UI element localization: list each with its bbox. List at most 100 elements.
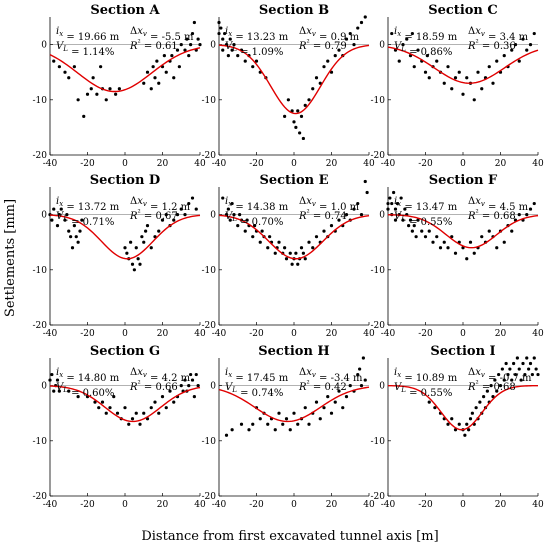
data-point xyxy=(453,251,458,255)
x-tick-label: 20 xyxy=(495,500,507,510)
data-point xyxy=(185,37,189,41)
x-tick-label: 40 xyxy=(532,159,544,169)
x-tick-label: -40 xyxy=(43,500,58,510)
data-point xyxy=(397,59,401,63)
data-point xyxy=(298,131,302,135)
data-point xyxy=(114,92,118,96)
data-point xyxy=(72,224,76,228)
y-tick-label: 0 xyxy=(41,41,47,51)
annotation-ix: ix = 13.23 m xyxy=(225,26,289,43)
data-point xyxy=(296,109,300,113)
x-tick-label: 40 xyxy=(532,500,544,510)
data-point xyxy=(108,406,112,410)
fit-curve xyxy=(387,384,539,431)
x-tick-label: 0 xyxy=(122,329,128,339)
data-point xyxy=(247,428,251,432)
y-tick-label: -20 xyxy=(202,321,217,331)
data-point xyxy=(318,81,322,85)
data-point xyxy=(217,20,221,25)
data-point xyxy=(172,400,176,404)
data-point xyxy=(157,229,161,233)
data-point xyxy=(277,240,281,244)
x-tick-label: -40 xyxy=(212,500,227,510)
fit-curve xyxy=(387,214,539,249)
data-point xyxy=(438,246,443,250)
data-point xyxy=(108,87,112,91)
data-point xyxy=(228,218,232,222)
data-point xyxy=(74,235,78,239)
fit-curve xyxy=(387,46,539,84)
data-point xyxy=(388,196,392,200)
annotation-dx: Δxv = 1.2 m xyxy=(130,196,191,213)
data-point xyxy=(299,246,304,250)
data-point xyxy=(311,87,315,91)
data-point xyxy=(221,48,225,52)
data-point xyxy=(363,179,367,184)
data-point xyxy=(480,235,484,239)
data-point xyxy=(296,422,300,426)
data-point xyxy=(303,103,307,107)
data-point xyxy=(93,400,97,404)
data-point xyxy=(145,70,150,74)
x-tick-label: 0 xyxy=(460,500,466,510)
data-point xyxy=(352,43,356,47)
data-point xyxy=(130,417,135,421)
data-point xyxy=(512,361,516,366)
data-point xyxy=(100,400,105,404)
data-point xyxy=(292,120,296,124)
x-tick-label: -20 xyxy=(418,329,433,339)
panel-title: Section I xyxy=(430,344,495,359)
data-point xyxy=(403,207,407,211)
data-point xyxy=(292,411,296,415)
data-point xyxy=(502,378,506,382)
annotation-vl: VL = 0.86% xyxy=(394,41,452,58)
annotation-vl: VL = 0.55% xyxy=(394,382,452,399)
annotation-vl: VL = 0.70% xyxy=(225,211,283,228)
data-point xyxy=(359,213,364,217)
data-point xyxy=(183,213,187,217)
data-point xyxy=(160,395,165,399)
fit-curve xyxy=(49,47,201,93)
y-tick-label: 0 xyxy=(379,41,385,51)
data-point xyxy=(170,54,174,58)
x-tick-label: 0 xyxy=(460,329,466,339)
data-point xyxy=(251,65,255,69)
data-point xyxy=(162,54,166,58)
data-point xyxy=(527,367,531,371)
data-point xyxy=(134,411,138,415)
data-point xyxy=(329,411,334,415)
data-point xyxy=(78,229,82,233)
data-point xyxy=(260,229,264,233)
data-point xyxy=(221,196,225,200)
data-point xyxy=(358,367,362,371)
data-point xyxy=(85,92,90,96)
data-point xyxy=(450,235,454,239)
data-point xyxy=(192,20,196,25)
annotation-dx: Δxv = -5.5 m xyxy=(130,26,194,43)
panel-title: Section A xyxy=(90,3,160,18)
y-tick-label: 0 xyxy=(210,382,216,392)
data-point xyxy=(410,229,414,233)
y-tick-label: -20 xyxy=(371,492,386,502)
data-point xyxy=(401,43,405,47)
data-point xyxy=(329,224,334,228)
data-point xyxy=(393,207,398,211)
data-point xyxy=(251,422,255,426)
data-point xyxy=(164,70,168,74)
x-tick-label: 40 xyxy=(363,500,375,510)
data-point xyxy=(175,213,180,217)
data-point xyxy=(386,201,390,206)
data-point xyxy=(130,262,135,266)
data-point xyxy=(290,262,294,266)
data-point xyxy=(502,240,506,244)
data-point xyxy=(153,400,157,404)
annotation-r2: R² = 0.67 xyxy=(129,208,178,222)
annotation-vl: VL = 0.55% xyxy=(394,211,452,228)
data-point xyxy=(498,384,503,388)
data-point xyxy=(472,98,476,102)
data-point xyxy=(219,26,223,30)
data-point xyxy=(69,235,73,239)
